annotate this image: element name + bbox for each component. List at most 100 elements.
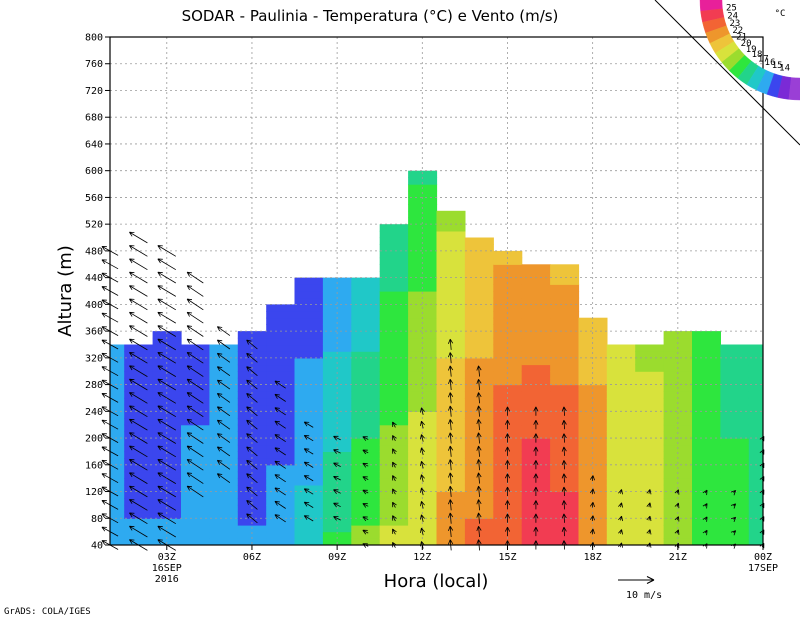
temperature-cell	[379, 451, 409, 459]
temperature-cell	[209, 411, 239, 419]
temperature-cell	[237, 518, 267, 526]
wind-arrow	[533, 486, 539, 496]
temperature-cell	[124, 431, 154, 439]
temperature-cell	[606, 351, 636, 359]
temperature-cell	[181, 451, 210, 459]
temperature-cell	[209, 397, 239, 406]
temperature-cell	[493, 377, 523, 386]
temperature-cell	[493, 331, 523, 339]
wind-arrow	[476, 485, 482, 497]
temperature-cell	[379, 518, 409, 526]
wind-arrow	[392, 421, 397, 428]
temperature-cell	[606, 391, 636, 399]
wind-column	[303, 421, 314, 522]
temperature-cell	[351, 464, 381, 473]
wind-arrow	[129, 231, 148, 244]
wind-arrow	[246, 513, 258, 524]
temperature-cell	[692, 418, 721, 426]
temperature-cell	[237, 331, 267, 339]
legend-level-label: 24	[727, 11, 738, 21]
temperature-cell	[379, 511, 409, 519]
temperature-cell	[578, 491, 608, 499]
temperature-cell	[379, 277, 409, 285]
temperature-cell	[748, 418, 763, 426]
temperature-cell	[436, 351, 466, 359]
temperature-column	[110, 344, 125, 545]
wind-arrow	[730, 503, 737, 509]
temperature-cell	[748, 404, 763, 412]
temperature-cell	[550, 277, 580, 285]
wind-arrow	[589, 475, 595, 481]
wind-arrow	[504, 500, 511, 510]
y-axis-ticks: 40 80 120 160 200 240 280 320 360 400 440 480 520 560…	[85, 33, 110, 552]
legend-level-label: 19	[746, 45, 757, 55]
temperature-cell	[209, 444, 239, 452]
temperature-cell	[351, 284, 381, 292]
wind-arrow	[730, 490, 737, 496]
wind-arrow	[333, 476, 341, 481]
temperature-cell	[436, 264, 466, 272]
temperature-cell	[110, 424, 125, 432]
temperature-cell	[181, 538, 210, 545]
wind-arrow	[448, 472, 454, 484]
temperature-column	[635, 344, 665, 545]
temperature-cell	[550, 391, 580, 399]
wind-arrow	[129, 445, 148, 458]
temperature-cell	[124, 478, 154, 486]
wind-arrow	[186, 418, 204, 431]
temperature-cell	[436, 511, 466, 519]
y-tick-label: 80	[91, 514, 103, 525]
temperature-cell	[351, 504, 381, 513]
wind-arrow	[333, 435, 341, 441]
temperature-cell	[351, 317, 381, 325]
temperature-cell	[692, 451, 721, 459]
temperature-cell	[351, 471, 381, 479]
y-tick-label: 520	[85, 220, 103, 231]
wind-arrow	[392, 435, 397, 441]
temperature-column	[748, 344, 763, 545]
wind-arrow	[362, 449, 369, 455]
plot-frame	[109, 36, 764, 546]
wind-arrow	[246, 446, 258, 457]
temperature-cell	[181, 384, 210, 392]
temperature-cell	[720, 491, 750, 499]
temperature-cell	[606, 418, 636, 426]
temperature-cell	[209, 504, 239, 513]
temperature-cell	[720, 498, 750, 506]
temperature-cell	[663, 397, 693, 406]
temperature-cell	[294, 478, 324, 486]
temperature-cell	[266, 337, 296, 346]
x-tick-date: 2016	[155, 574, 179, 585]
temperature-cell	[181, 351, 210, 359]
y-tick-label: 480	[85, 246, 103, 257]
temperature-cell	[748, 351, 763, 359]
temperature-cell	[663, 418, 693, 426]
x-tick-label: 00Z	[754, 552, 772, 563]
temperature-cell	[322, 337, 352, 346]
wind-arrow	[157, 432, 177, 444]
temperature-cell	[181, 391, 210, 399]
temperature-cell	[110, 384, 125, 392]
temperature-cell	[464, 291, 494, 299]
wind-arrow	[476, 445, 482, 457]
temperature-cell	[436, 210, 466, 219]
wind-column	[216, 326, 231, 484]
wind-arrow	[186, 378, 204, 391]
temperature-cell	[181, 484, 210, 493]
legend-swatch	[788, 77, 800, 101]
wind-arrow	[533, 420, 539, 430]
temperature-cell	[152, 337, 182, 346]
temperature-cell	[436, 257, 466, 265]
temperature-cell	[748, 511, 763, 519]
temperature-cell	[606, 384, 636, 392]
temperature-cell	[237, 351, 267, 359]
temperature-cell	[181, 397, 210, 406]
temperature-cell	[436, 250, 466, 259]
wind-arrow	[448, 445, 454, 457]
temperature-cell	[408, 371, 438, 379]
wind-arrow	[216, 473, 231, 484]
temperature-cell	[294, 431, 324, 439]
temperature-cell	[635, 511, 665, 519]
wind-arrow	[504, 433, 511, 443]
temperature-cell	[493, 311, 523, 319]
